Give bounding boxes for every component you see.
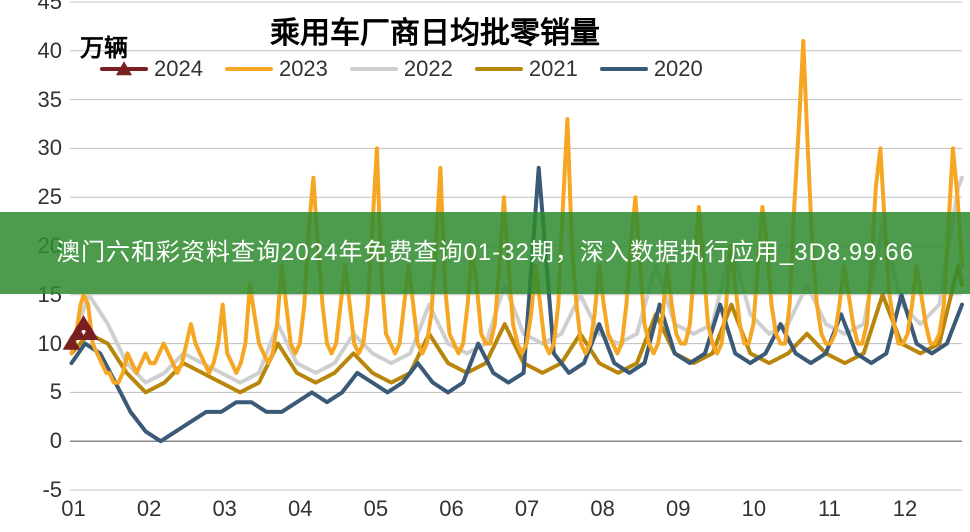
x-tick-label: 09 <box>658 496 698 522</box>
x-tick-label: 05 <box>356 496 396 522</box>
legend-label: 2020 <box>654 56 703 82</box>
legend-swatch <box>100 67 148 71</box>
x-tick-label: 06 <box>431 496 471 522</box>
y-tick-label: 25 <box>38 184 62 210</box>
legend-item-2023: 2023 <box>225 56 328 82</box>
y-tick-label: 0 <box>50 428 62 454</box>
overlay-banner-text: 澳门六和彩资料查询2024年免费查询01-32期，深入数据执行应用_3D8.99… <box>56 237 914 269</box>
x-tick-label: 02 <box>129 496 169 522</box>
legend-swatch <box>475 67 523 71</box>
y-tick-label: 10 <box>38 331 62 357</box>
chart-container: 乘用车厂商日均批零销量 万辆 20242023202220212020 -505… <box>0 0 970 532</box>
y-tick-label: 5 <box>50 379 62 405</box>
legend-label: 2023 <box>279 56 328 82</box>
y-tick-label: 40 <box>38 38 62 64</box>
legend-swatch <box>225 67 273 71</box>
x-tick-label: 08 <box>583 496 623 522</box>
legend-label: 2024 <box>154 56 203 82</box>
legend-item-2022: 2022 <box>350 56 453 82</box>
y-tick-label: 30 <box>38 135 62 161</box>
legend: 2024 2023 2022 2021 2020 <box>100 56 703 82</box>
legend-item-2020: 2020 <box>600 56 703 82</box>
x-tick-label: 07 <box>507 496 547 522</box>
x-tick-label: 01 <box>54 496 94 522</box>
y-tick-label: 35 <box>38 87 62 113</box>
legend-item-2024: 2024 <box>100 56 203 82</box>
legend-swatch <box>350 67 398 71</box>
x-tick-label: 11 <box>809 496 849 522</box>
legend-label: 2021 <box>529 56 578 82</box>
y-tick-label: 45 <box>38 0 62 15</box>
legend-item-2021: 2021 <box>475 56 578 82</box>
legend-swatch <box>600 67 648 71</box>
chart-title: 乘用车厂商日均批零销量 <box>270 8 600 52</box>
x-tick-label: 03 <box>205 496 245 522</box>
overlay-banner: 澳门六和彩资料查询2024年免费查询01-32期，深入数据执行应用_3D8.99… <box>0 212 970 294</box>
x-tick-label: 04 <box>280 496 320 522</box>
x-tick-label: 10 <box>734 496 774 522</box>
x-tick-label: 12 <box>885 496 925 522</box>
legend-label: 2022 <box>404 56 453 82</box>
